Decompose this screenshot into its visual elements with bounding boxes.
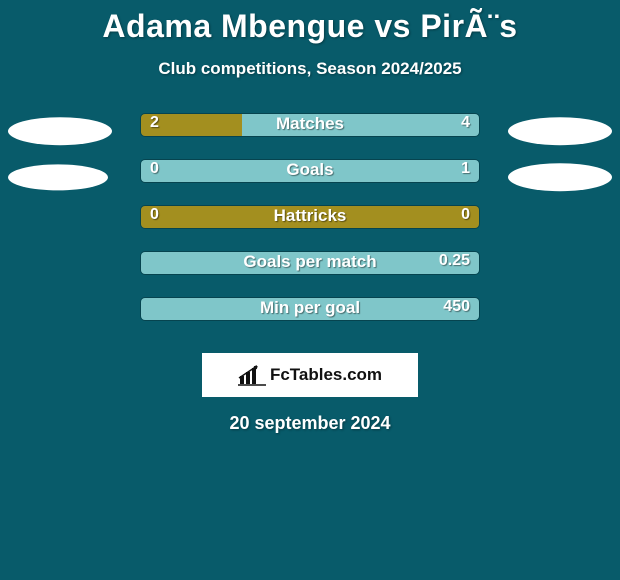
stat-bar-right xyxy=(141,160,479,182)
player-left-avatar xyxy=(8,164,108,190)
stat-value-right: 0 xyxy=(461,206,470,224)
player-right-avatar xyxy=(508,117,612,145)
date-text: 20 september 2024 xyxy=(0,413,620,434)
stat-value-left: 0 xyxy=(150,160,159,178)
stat-row: 00Hattricks xyxy=(0,203,620,249)
stat-bar-track xyxy=(140,113,480,137)
stat-row: 450Min per goal xyxy=(0,295,620,341)
infographic-root: Adama Mbengue vs PirÃ¨s Club competition… xyxy=(0,0,620,580)
stat-value-left: 2 xyxy=(150,114,159,132)
stat-bar-track xyxy=(140,297,480,321)
stat-row: 0.25Goals per match xyxy=(0,249,620,295)
stat-row: 24Matches xyxy=(0,111,620,157)
stat-row: 01Goals xyxy=(0,157,620,203)
stats-rows: 24Matches01Goals00Hattricks0.25Goals per… xyxy=(0,111,620,341)
stat-value-right: 450 xyxy=(443,298,470,316)
stat-value-right: 0.25 xyxy=(439,252,470,270)
stat-bar-right xyxy=(242,114,479,136)
page-title: Adama Mbengue vs PirÃ¨s xyxy=(0,0,620,45)
stat-bar-right xyxy=(141,298,479,320)
stat-value-left: 0 xyxy=(150,206,159,224)
stat-value-right: 1 xyxy=(461,160,470,178)
stat-bar-left xyxy=(141,206,479,228)
stat-bar-track xyxy=(140,251,480,275)
bar-chart-icon xyxy=(238,364,266,386)
player-right-avatar xyxy=(508,163,612,191)
stat-bar-right xyxy=(141,252,479,274)
stat-bar-track xyxy=(140,159,480,183)
stat-value-right: 4 xyxy=(461,114,470,132)
logo-text: FcTables.com xyxy=(270,365,382,385)
page-subtitle: Club competitions, Season 2024/2025 xyxy=(0,59,620,79)
fctables-logo[interactable]: FcTables.com xyxy=(202,353,418,397)
stat-bar-track xyxy=(140,205,480,229)
player-left-avatar xyxy=(8,117,112,145)
